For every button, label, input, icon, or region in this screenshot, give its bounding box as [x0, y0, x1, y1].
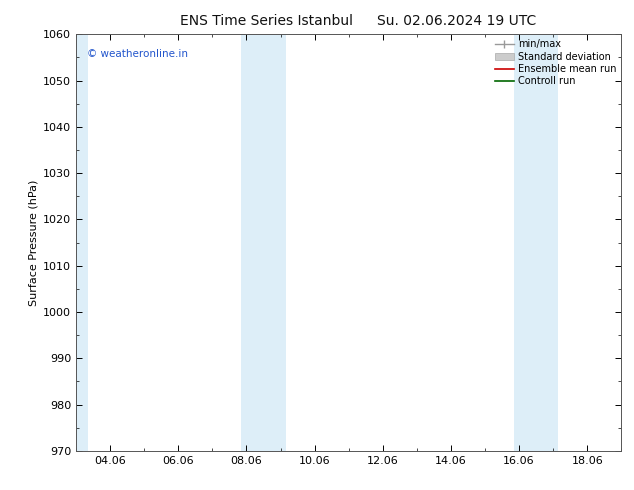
Text: Su. 02.06.2024 19 UTC: Su. 02.06.2024 19 UTC [377, 14, 536, 28]
Bar [514, 34, 536, 451]
Bar [242, 34, 264, 451]
Text: ENS Time Series Istanbul: ENS Time Series Istanbul [180, 14, 353, 28]
Bar [264, 34, 286, 451]
Legend: min/max, Standard deviation, Ensemble mean run, Controll run: min/max, Standard deviation, Ensemble me… [493, 37, 618, 88]
Bar [536, 34, 559, 451]
Y-axis label: Surface Pressure (hPa): Surface Pressure (hPa) [29, 179, 39, 306]
Bar [76, 34, 88, 451]
Text: © weatheronline.in: © weatheronline.in [87, 49, 188, 59]
